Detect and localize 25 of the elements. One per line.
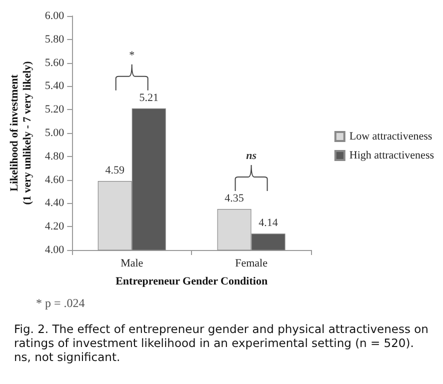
x-tick-label: Male: [120, 258, 144, 270]
caption: Fig. 2. The effect of entrepreneur gender and physical attractiveness on ratings of investment likelihood in an experimental setting (n = 520). ns, not significant.: [14, 322, 429, 364]
y-tick-label: 5.80: [44, 33, 65, 46]
data-label: 4.59: [105, 164, 125, 176]
y-axis-title: Likelihood of investment (1 very unlikely - 7 very likely): [8, 60, 34, 205]
text: * p = .024: [36, 296, 85, 311]
y-tick-label: 4.60: [44, 174, 65, 186]
y-tick-label: 4.20: [44, 220, 65, 233]
legend-label: High attractiveness: [349, 150, 434, 162]
data-label: 5.21: [139, 92, 158, 104]
x-tick-label: Female: [235, 258, 268, 270]
x-axis-title: Entrepreneur Gender Condition: [116, 276, 268, 288]
annotation: ns: [246, 150, 256, 162]
y-tick-label: 4.00: [44, 244, 65, 256]
y-tick-label: 4.40: [44, 197, 65, 210]
y-tick-label: 5.60: [44, 56, 65, 69]
y-tick-label: 5.20: [44, 104, 65, 116]
data-label: 4.35: [224, 192, 244, 205]
y-tick-label: 5.40: [44, 80, 65, 92]
annotation: *: [129, 49, 135, 62]
y-tick-label: 6.00: [44, 10, 65, 22]
data-label: 4.14: [258, 217, 278, 230]
legend-label: Low attractiveness: [349, 130, 432, 142]
y-tick-label: 5.00: [44, 127, 65, 139]
y-tick-label: 4.80: [44, 150, 65, 162]
